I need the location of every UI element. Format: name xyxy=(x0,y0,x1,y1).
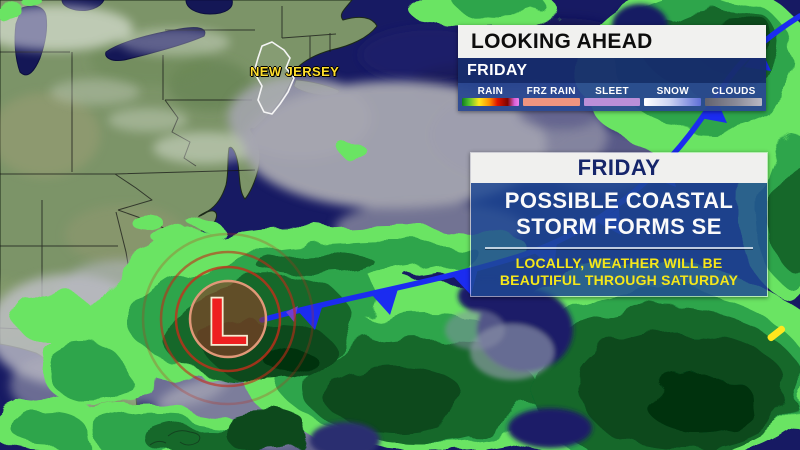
forecast-divider xyxy=(485,247,753,249)
legend-swatch-clouds xyxy=(705,98,762,106)
looking-ahead-panel: LOOKING AHEAD FRIDAY RAIN FRZ RAIN SLEET… xyxy=(458,25,766,111)
legend-label: SLEET xyxy=(595,86,629,97)
bahamas-outlines xyxy=(149,430,201,446)
low-pressure-marker: L xyxy=(141,232,315,406)
legend-item-snow: SNOW xyxy=(644,85,702,106)
forecast-headline-line1: POSSIBLE COASTAL xyxy=(504,188,734,213)
forecast-headline-line2: STORM FORMS SE xyxy=(516,214,722,239)
forecast-note-line2: BEAUTIFUL THROUGH SATURDAY xyxy=(499,272,739,288)
new-jersey-outline xyxy=(253,41,295,115)
radar-darkest-green xyxy=(208,14,790,450)
looking-ahead-title: LOOKING AHEAD xyxy=(458,25,766,58)
forecast-body: POSSIBLE COASTAL STORM FORMS SE LOCALLY,… xyxy=(471,183,767,296)
precip-legend: RAIN FRZ RAIN SLEET SNOW CLOUDS xyxy=(458,83,766,111)
legend-swatch-frz-rain xyxy=(522,98,580,106)
friday-forecast-panel: FRIDAY POSSIBLE COASTAL STORM FORMS SE L… xyxy=(470,152,768,297)
forecast-day: FRIDAY xyxy=(471,153,767,183)
lake-ontario xyxy=(185,0,233,15)
heavy-rain-streak xyxy=(767,325,786,342)
region-label-new-jersey: NEW JERSEY xyxy=(250,64,340,79)
legend-swatch-rain xyxy=(462,98,519,106)
legend-label: FRZ RAIN xyxy=(526,86,576,97)
legend-item-rain: RAIN xyxy=(462,85,519,106)
forecast-note-line1: LOCALLY, WEATHER WILL BE xyxy=(515,255,723,271)
low-pressure-symbol: L xyxy=(208,284,248,358)
legend-item-sleet: SLEET xyxy=(583,85,641,106)
legend-item-clouds: CLOUDS xyxy=(705,85,762,106)
looking-ahead-day: FRIDAY xyxy=(458,58,766,83)
legend-swatch-sleet xyxy=(583,98,641,106)
legend-label: SNOW xyxy=(656,86,689,97)
legend-label: RAIN xyxy=(477,86,504,97)
legend-item-frz-rain: FRZ RAIN xyxy=(522,85,580,106)
legend-label: CLOUDS xyxy=(711,86,756,97)
legend-swatch-snow xyxy=(644,98,702,106)
low-pressure-disc xyxy=(188,279,268,359)
